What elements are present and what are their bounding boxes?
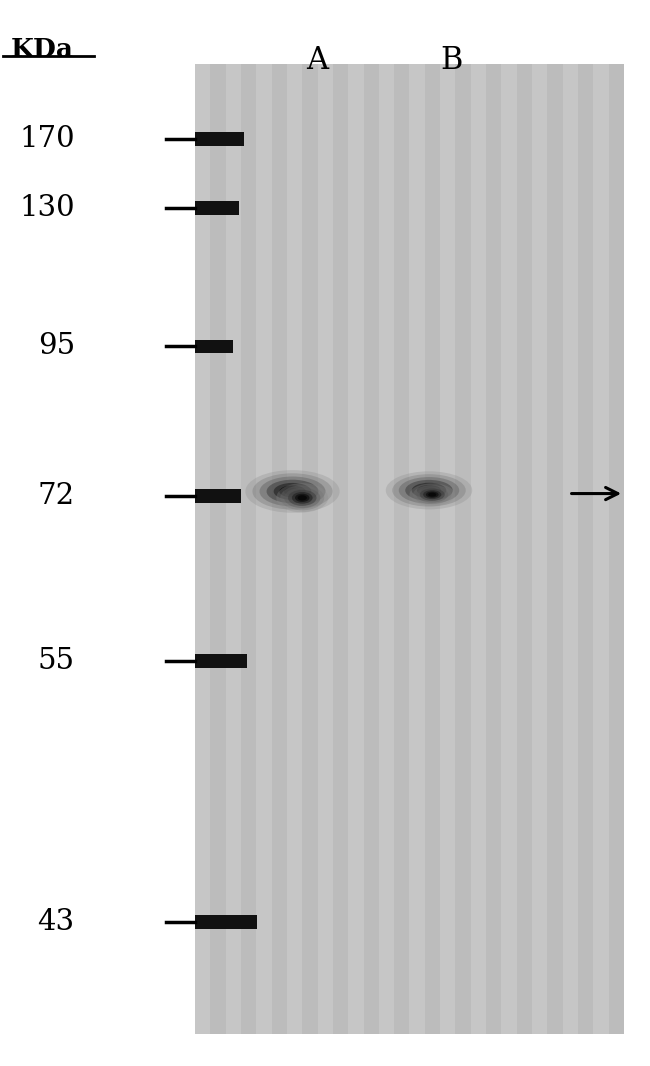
Ellipse shape xyxy=(280,485,306,498)
Ellipse shape xyxy=(416,487,448,502)
Bar xyxy=(379,64,394,1034)
Bar xyxy=(547,64,563,1034)
Bar xyxy=(608,64,624,1034)
Ellipse shape xyxy=(420,488,445,501)
Bar xyxy=(195,488,240,502)
Bar xyxy=(195,339,233,353)
Bar xyxy=(363,64,379,1034)
Bar xyxy=(333,64,348,1034)
Bar xyxy=(211,64,226,1034)
Text: A: A xyxy=(306,45,328,76)
Ellipse shape xyxy=(385,471,472,510)
Bar xyxy=(226,64,241,1034)
Ellipse shape xyxy=(295,494,309,502)
Bar xyxy=(563,64,578,1034)
Text: B: B xyxy=(441,45,463,76)
Ellipse shape xyxy=(411,483,447,498)
Ellipse shape xyxy=(298,496,307,500)
Ellipse shape xyxy=(252,473,333,510)
Ellipse shape xyxy=(405,480,453,501)
Text: 95: 95 xyxy=(38,333,75,360)
Ellipse shape xyxy=(410,483,455,506)
Bar xyxy=(195,653,247,667)
Bar xyxy=(486,64,501,1034)
Ellipse shape xyxy=(421,487,437,494)
Ellipse shape xyxy=(259,477,326,506)
Text: 55: 55 xyxy=(38,647,75,675)
Text: 130: 130 xyxy=(19,194,75,222)
Bar xyxy=(517,64,532,1034)
Ellipse shape xyxy=(398,478,460,503)
Bar xyxy=(425,64,440,1034)
Bar xyxy=(195,200,239,214)
Bar xyxy=(272,64,287,1034)
Bar xyxy=(348,64,363,1034)
Ellipse shape xyxy=(284,487,301,496)
Ellipse shape xyxy=(276,483,328,513)
Ellipse shape xyxy=(417,485,441,496)
Text: KDa: KDa xyxy=(11,37,73,62)
Ellipse shape xyxy=(274,483,311,500)
Bar xyxy=(471,64,486,1034)
Bar xyxy=(501,64,517,1034)
Text: 72: 72 xyxy=(38,482,75,510)
Ellipse shape xyxy=(280,485,324,511)
Bar xyxy=(394,64,410,1034)
Bar xyxy=(256,64,272,1034)
Bar xyxy=(195,64,624,1034)
Bar xyxy=(195,131,244,145)
Bar xyxy=(241,64,256,1034)
Ellipse shape xyxy=(246,470,339,513)
Ellipse shape xyxy=(392,474,466,506)
Bar xyxy=(195,64,211,1034)
Bar xyxy=(440,64,456,1034)
Bar xyxy=(532,64,547,1034)
Bar xyxy=(593,64,608,1034)
Bar xyxy=(410,64,425,1034)
Bar xyxy=(195,915,257,928)
Text: 43: 43 xyxy=(38,908,75,936)
Bar xyxy=(578,64,593,1034)
Ellipse shape xyxy=(288,489,317,506)
Ellipse shape xyxy=(284,487,320,508)
Ellipse shape xyxy=(266,480,318,503)
Ellipse shape xyxy=(292,491,313,504)
Bar xyxy=(287,64,302,1034)
Ellipse shape xyxy=(423,490,441,499)
Bar xyxy=(318,64,333,1034)
Ellipse shape xyxy=(413,485,452,504)
Bar xyxy=(302,64,318,1034)
Text: 170: 170 xyxy=(19,125,75,152)
Ellipse shape xyxy=(428,492,436,497)
Bar xyxy=(456,64,471,1034)
Ellipse shape xyxy=(426,491,439,498)
